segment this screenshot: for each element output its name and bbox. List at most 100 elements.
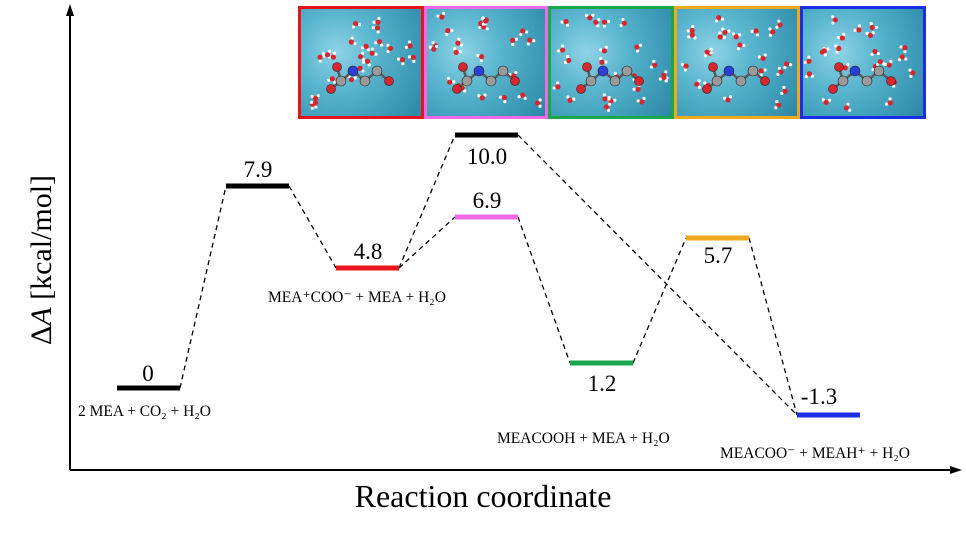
water-molecule: [883, 59, 893, 68]
water-molecule: [750, 28, 759, 37]
water-molecule: [396, 57, 406, 66]
water-molecule: [598, 45, 608, 54]
solute-molecule: [702, 62, 770, 94]
water-molecule: [476, 53, 485, 63]
water-molecule: [322, 49, 332, 58]
water-molecule: [680, 62, 689, 72]
connector: [517, 216, 571, 364]
solute-molecule: [576, 62, 644, 94]
water-molecule: [348, 36, 357, 46]
water-molecule: [694, 79, 701, 89]
x-axis-label: Reaction coordinate: [354, 478, 612, 514]
water-molecule: [599, 56, 608, 65]
water-molecule: [774, 99, 782, 110]
water-molecule: [836, 32, 846, 41]
pathway-connectors: [179, 134, 798, 416]
water-molecule: [843, 102, 852, 112]
water-molecule: [566, 95, 576, 104]
water-molecule: [831, 15, 838, 25]
water-molecule: [776, 66, 784, 76]
water-molecule: [445, 28, 454, 37]
water-molecule: [722, 95, 733, 103]
connector: [398, 216, 456, 269]
water-molecule: [357, 51, 365, 62]
water-molecule: [758, 68, 767, 77]
energy-label-carbamic: 1.2: [588, 371, 617, 396]
molecule-render: [803, 15, 916, 112]
water-molecule: [510, 37, 519, 46]
connector: [517, 134, 798, 416]
water-molecule: [534, 98, 542, 108]
water-molecule: [853, 24, 862, 33]
water-molecule: [603, 102, 612, 113]
water-molecule: [649, 59, 658, 69]
water-molecule: [885, 97, 894, 106]
water-molecule: [687, 32, 697, 40]
molecule-render: [680, 15, 793, 110]
energy-label-ts3: 6.9: [473, 188, 502, 213]
water-molecule: [585, 13, 595, 21]
water-molecule: [619, 17, 627, 28]
water-molecule: [686, 24, 695, 34]
snapshot-ts4-image: [674, 6, 800, 119]
water-molecule: [360, 43, 370, 52]
water-molecule: [803, 55, 812, 64]
water-molecule: [821, 47, 830, 57]
water-molecule: [477, 93, 487, 101]
water-molecule: [602, 93, 611, 102]
water-molecule: [428, 44, 439, 52]
water-molecule: [560, 18, 570, 27]
water-molecule: [404, 40, 413, 49]
water-molecule: [327, 76, 337, 84]
solute-molecule: [452, 62, 520, 94]
energy-label-zwitterion: 4.8: [354, 239, 383, 264]
water-molecule: [908, 68, 916, 78]
water-molecule: [372, 16, 381, 25]
water-molecule: [634, 43, 643, 53]
connector: [748, 237, 798, 416]
water-molecule: [717, 31, 726, 40]
water-molecule: [736, 42, 746, 51]
water-molecule: [455, 37, 464, 47]
water-molecule: [780, 85, 788, 95]
water-molecule: [446, 76, 456, 85]
solute-molecule: [828, 62, 896, 94]
water-molecule: [783, 61, 793, 70]
energy-label-reactants: 0: [142, 361, 154, 386]
y-axis-label-variable: A: [25, 307, 58, 326]
molecule-render: [552, 13, 669, 113]
connector: [632, 237, 687, 364]
water-molecule: [557, 44, 566, 53]
y-axis-label-unit: [kcal/mol]: [25, 174, 58, 308]
x-axis-arrow: [950, 466, 962, 474]
water-molecule: [526, 37, 536, 46]
energy-label-carbamate: -1.3: [801, 384, 837, 409]
water-molecule: [636, 96, 646, 105]
water-molecule: [601, 19, 611, 28]
connector: [398, 134, 456, 269]
water-molecule: [632, 83, 641, 92]
water-molecule: [552, 81, 561, 90]
water-molecule: [721, 27, 731, 36]
water-molecule: [731, 32, 742, 40]
water-molecule: [563, 55, 572, 65]
y-axis-label: ΔA [kcal/mol]: [12, 160, 72, 360]
connector: [179, 185, 227, 389]
water-molecule: [703, 49, 713, 58]
water-molecule: [317, 54, 326, 63]
water-molecule: [407, 54, 417, 63]
water-molecule: [897, 54, 908, 62]
water-molecule: [714, 15, 725, 23]
snapshot-zwitterion-image: [298, 6, 424, 119]
energy-label-ts2: 10.0: [467, 144, 507, 169]
energy-label-ts1: 7.9: [244, 157, 273, 182]
water-molecule: [658, 74, 668, 83]
water-molecule: [362, 58, 371, 67]
water-molecule: [481, 16, 489, 26]
water-molecule: [834, 44, 842, 54]
water-molecule: [436, 11, 446, 20]
water-molecule: [757, 53, 767, 61]
species-label-reactants: 2 MEA + CO₂ + H₂O: [78, 403, 211, 420]
snapshot-carbamic-image: [548, 6, 674, 119]
